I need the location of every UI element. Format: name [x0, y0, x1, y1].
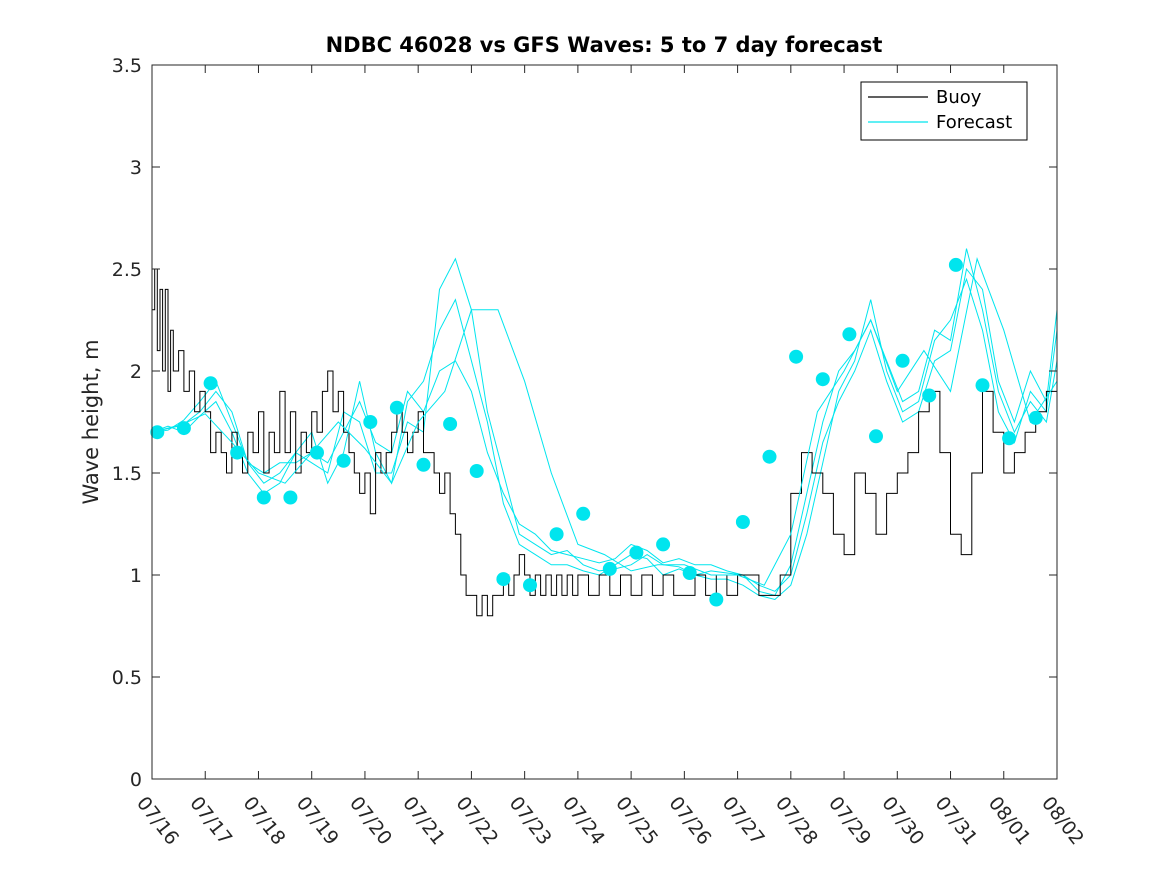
buoy-line	[152, 268, 1058, 617]
forecast-marker	[789, 349, 804, 364]
forecast-marker	[549, 527, 564, 542]
forecast-marker	[735, 515, 750, 529]
chart-title: NDBC 46028 vs GFS Waves: 5 to 7 day fore…	[326, 33, 883, 57]
forecast-marker	[629, 545, 644, 560]
forecast-marker	[762, 449, 777, 464]
forecast-marker	[869, 429, 883, 444]
y-tick-label: 0	[130, 769, 142, 791]
forecast-marker	[256, 490, 271, 505]
legend-buoy-label: Buoy	[936, 87, 982, 108]
legend-forecast-label: Forecast	[936, 112, 1012, 133]
forecast-marker	[922, 388, 937, 403]
forecast-line	[151, 256, 1058, 586]
forecast-marker	[656, 537, 671, 552]
forecast-marker	[416, 457, 431, 472]
forecast-marker	[523, 578, 537, 593]
y-tick-label: 1.5	[112, 463, 142, 485]
legend: Buoy Forecast	[860, 81, 1028, 141]
forecast-marker	[203, 376, 218, 391]
forecast-marker	[682, 566, 697, 580]
y-tick-label: 2.5	[112, 259, 142, 281]
forecast-marker	[842, 327, 857, 342]
forecast-marker	[948, 257, 963, 272]
y-tick-label: 3	[130, 157, 142, 179]
forecast-marker	[150, 425, 165, 440]
forecast-marker	[336, 453, 351, 468]
y-tick-label: 3.5	[112, 55, 142, 77]
forecast-marker	[283, 490, 298, 505]
forecast-marker	[230, 445, 245, 460]
plot-area	[150, 248, 1058, 617]
forecast-marker	[389, 400, 404, 415]
forecast-ensemble-line-2	[151, 267, 1058, 592]
forecast-marker	[496, 572, 511, 587]
forecast-marker	[815, 372, 830, 387]
forecast-marker	[363, 415, 378, 429]
axes-box	[151, 64, 1058, 780]
y-axis-label: Wave height, m	[79, 339, 103, 504]
legend-box	[860, 81, 1028, 141]
y-tick-label: 1	[130, 565, 142, 587]
y-tick-label: 0.5	[112, 667, 142, 689]
forecast-marker	[576, 506, 591, 521]
forecast-marker	[709, 592, 724, 607]
forecast-marker	[176, 421, 191, 436]
forecast-marker	[895, 353, 910, 368]
forecast-marker	[1028, 410, 1043, 425]
y-ticks: 0 0.5 1 1.5 2 2.5 3 3.5	[112, 55, 1057, 791]
forecast-marker	[310, 445, 324, 460]
forecast-marker	[469, 464, 484, 478]
forecast-marker	[443, 417, 458, 431]
forecast-marker	[1002, 431, 1017, 446]
forecast-marker	[975, 378, 990, 393]
forecast-marker	[602, 561, 617, 576]
y-tick-label: 2	[130, 361, 142, 383]
